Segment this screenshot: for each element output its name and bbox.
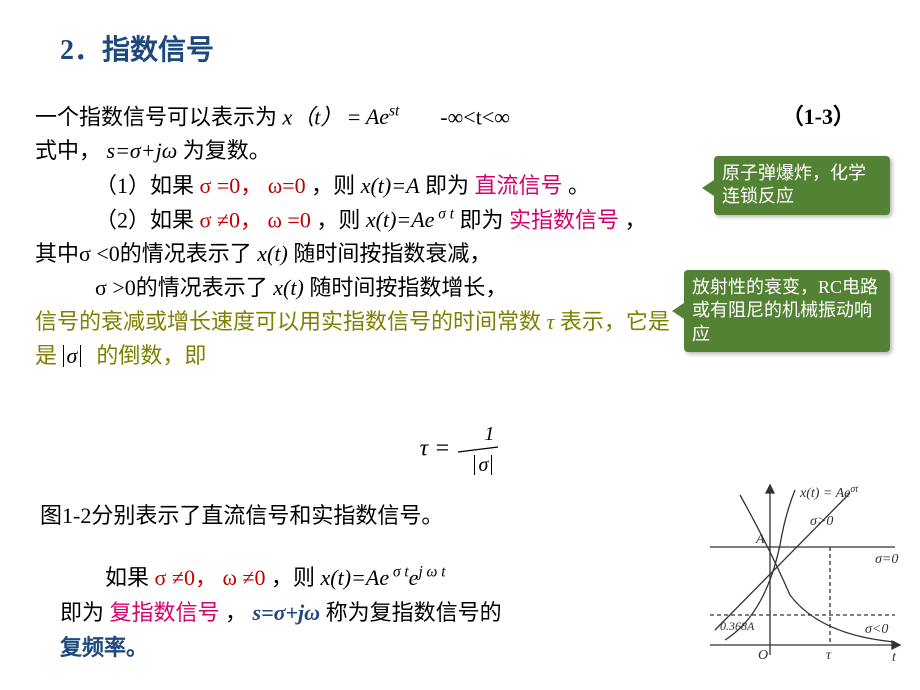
callout-atom: 原子弹爆炸，化学连锁反应 [714,156,890,215]
fig-t: t [892,650,897,665]
t: 是 [35,343,57,368]
fig-A: A [755,532,765,547]
t: ，则 [271,565,315,590]
t: ， [625,207,647,232]
t: 其中σ <0的情况表示了 [35,241,252,266]
cond-3: σ ≠0， ω ≠0 [155,565,266,590]
ae: x(t)=Ae [366,207,435,232]
fig-tau: τ [826,648,832,663]
complex-exp: 复指数信号 [110,600,220,625]
t: 称为复指数信号的 [326,600,502,625]
xt: x(t)=Ae σ t [366,207,460,232]
fig-xt-label: x(t) = Aeσt [799,484,858,502]
figure-caption: 图1-2分别表示了直流信号和实指数信号。 [40,498,640,530]
callout-rc: 放射性的衰变，RC电路或有阻尼的机械振动响应 [684,270,890,352]
line-complex-3: 复频率。 [60,630,640,662]
exp: σ t [434,206,454,223]
t: 随时间按指数衰减， [293,241,491,266]
xt: x(t) [273,275,304,300]
fig-O: O [758,648,768,663]
xt: x(t)=A [361,173,420,198]
eq: = [348,104,360,129]
e2: j ω t [418,564,445,581]
numerator: 1 [456,423,500,446]
figure-exp-curves: x(t) = Aeσt σ>0 σ=0 σ<0 A 0.368A O τ t [680,475,910,675]
t: 随时间按指数增长， [309,275,507,300]
var-xt: x（t） [283,104,343,129]
line-complex-2: 即为 复指数信号 ， s=σ+jω 称为复指数信号的 [60,595,640,627]
t: ， [225,600,247,625]
Ae: Ae [366,104,389,129]
ae: x(t)=Ae [321,565,390,590]
tau: τ [547,309,555,334]
e1: σ t [389,564,409,581]
fig-sigma-pos: σ>0 [810,514,833,529]
line-complex-1: 如果 σ ≠0， ω ≠0 ，则 x(t)=Ae σ tej ω t [105,560,665,592]
t: 表示，它是 [560,309,670,334]
fig-smallA: 0.368A [720,619,755,633]
cond-2: σ ≠0， ω =0 [200,207,311,232]
line-1: 一个指数信号可以表示为 x（t） = Aest -∞<t<∞ （1-3） [35,100,885,134]
t: （2）如果 [95,207,194,232]
t: 即为 [425,173,469,198]
t: 的倒数，即 [96,343,206,368]
t: 式中， [35,138,101,163]
s-def: s=σ+jω [253,600,321,625]
t: 。 [568,173,590,198]
t: （1）如果 [95,173,194,198]
eq-number: （1-3） [782,100,855,134]
e: e [409,565,419,590]
t: 即为 [60,600,104,625]
cond-1: σ =0， ω=0 [200,173,306,198]
t: σ >0的情况表示了 [95,275,268,300]
rhs: Aest [366,104,405,129]
t: ，则 [316,207,360,232]
fig-sigma-neg: σ<0 [865,622,888,637]
t: 即为 [460,207,504,232]
equation-tau: τ = 1 σ [0,423,920,477]
xt: x(t) [257,241,288,266]
denominator: σ [474,455,492,475]
sup-st: st [389,103,399,120]
range: -∞<t<∞ [440,104,510,129]
tau-eq: τ = [420,436,457,462]
real-exp: 实指数信号 [509,207,619,232]
t: 为复数。 [183,138,271,163]
t: ，则 [311,173,355,198]
section-title: 2．指数信号 [60,28,214,68]
abs-sigma: σ [63,345,82,367]
line-5: 其中σ <0的情况表示了 x(t) 随时间按指数衰减， [35,237,885,271]
xt: x(t)=Ae σ tej ω t [321,565,446,590]
t: 如果 [105,565,149,590]
dc-signal: 直流信号 [475,173,563,198]
t: 信号的衰减或增长速度可以用实指数信号的时间常数 [35,309,541,334]
text: 一个指数信号可以表示为 [35,104,277,129]
fig-sigma-zero: σ=0 [875,552,898,567]
s-def: s=σ+jω [107,138,178,163]
